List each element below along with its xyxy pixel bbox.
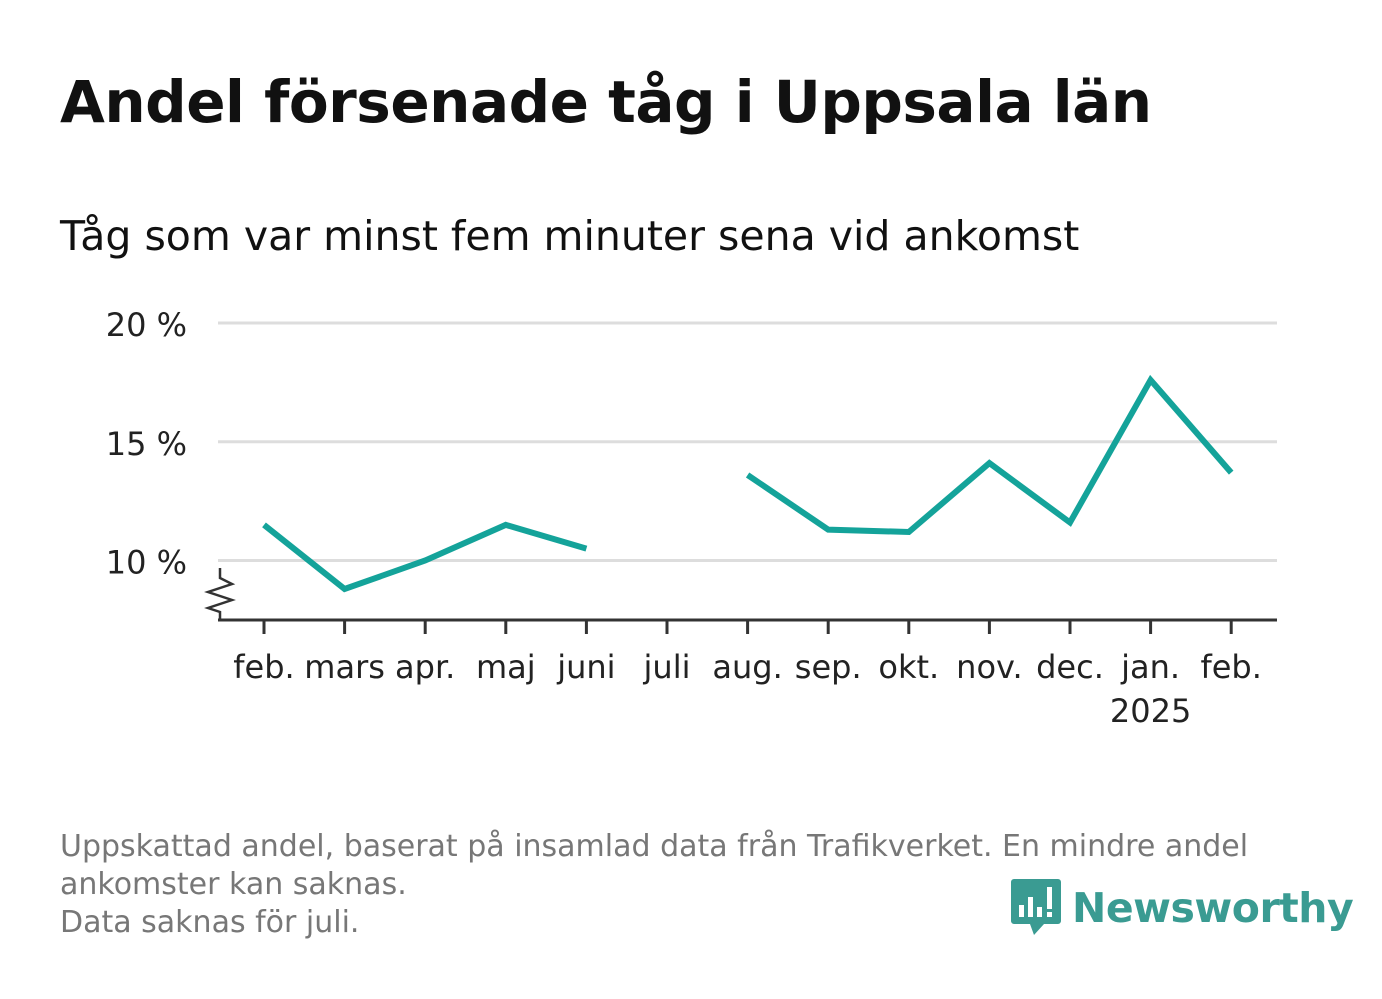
y-tick-label: 10 % [106, 544, 187, 582]
data-point [986, 460, 992, 466]
data-point [261, 522, 267, 528]
y-tick-label: 15 % [106, 425, 187, 463]
x-tick-label: apr. [395, 648, 455, 686]
data-point [342, 586, 348, 592]
x-tick-label: aug. [712, 648, 782, 686]
x-year-label: 2025 [1110, 692, 1191, 730]
footnote-line-2: ankomster kan saknas. [60, 867, 407, 902]
newsworthy-logo: Newsworthy [1010, 876, 1354, 940]
data-point [583, 546, 589, 552]
x-tick-label: juni [556, 648, 615, 686]
x-tick-label: dec. [1036, 648, 1104, 686]
footnote: Uppskattad andel, baserat på insamlad da… [60, 828, 1310, 942]
data-point [1228, 470, 1234, 476]
data-point [503, 522, 509, 528]
bar-chart-speech-bubble-icon [1011, 879, 1061, 935]
x-tick-label: feb. [1200, 648, 1261, 686]
chart-subtitle: Tåg som var minst fem minuter sena vid a… [60, 212, 1080, 260]
y-axis-break [204, 568, 236, 620]
x-tick-label: juli [643, 648, 691, 686]
data-point [825, 527, 831, 533]
x-tick-label: mars [304, 648, 385, 686]
footnote-line-3: Data saknas för juli. [60, 905, 360, 940]
logo-text: Newsworthy [1072, 884, 1354, 932]
data-point [1148, 377, 1154, 383]
y-tick-label: 20 % [106, 306, 187, 344]
x-tick-label: sep. [795, 648, 862, 686]
x-tick-label: jan. [1120, 648, 1180, 686]
series-line [745, 374, 1234, 536]
x-tick-label: nov. [956, 648, 1022, 686]
data-point [906, 529, 912, 535]
data-point [1067, 520, 1073, 526]
x-tick-label: maj [476, 648, 536, 686]
data-point [422, 558, 428, 564]
series-line [262, 521, 588, 593]
data-point [745, 472, 751, 478]
footnote-line-1: Uppskattad andel, baserat på insamlad da… [60, 829, 1249, 864]
x-tick-label: feb. [233, 648, 294, 686]
x-tick-label: okt. [878, 648, 939, 686]
chart-title: Andel försenade tåg i Uppsala län [60, 68, 1152, 136]
